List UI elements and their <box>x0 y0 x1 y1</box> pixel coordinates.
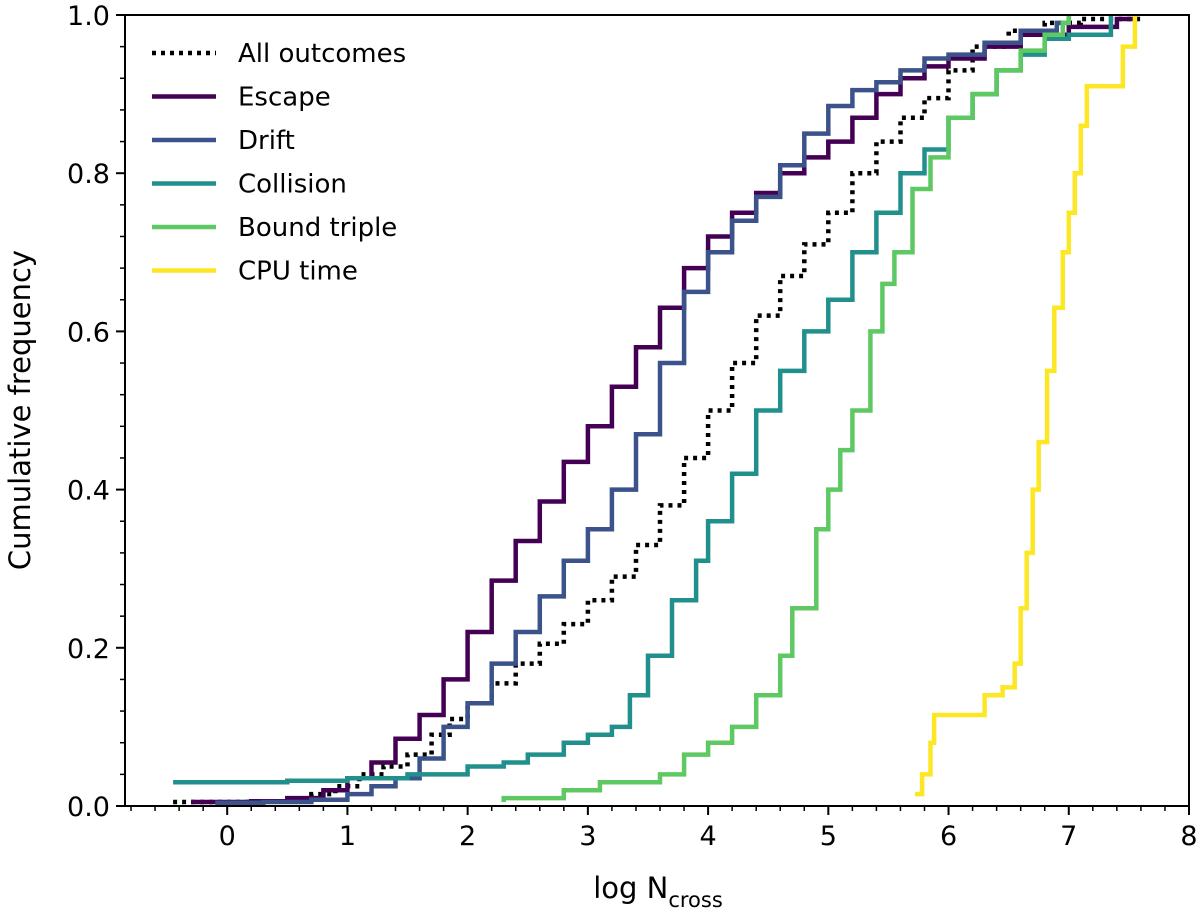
series-line-all-outcomes <box>173 15 1144 805</box>
series-line-bound-triple <box>501 15 1072 802</box>
y-tick-label: 1.0 <box>67 1 110 32</box>
x-axis-label-main: log N <box>593 871 668 905</box>
y-tick-label: 0.8 <box>67 159 110 190</box>
legend-label: Collision <box>238 170 347 200</box>
x-tick-label: 4 <box>700 821 717 852</box>
legend-label: CPU time <box>238 257 358 287</box>
x-tick-label: 8 <box>1180 821 1197 852</box>
series-line-escape <box>191 15 1138 805</box>
legend-label: Escape <box>238 83 331 113</box>
plot-frame <box>124 14 1190 807</box>
series-line-drift <box>215 15 1072 806</box>
x-axis-label: log Ncross <box>593 871 723 912</box>
x-axis-label-subscript: cross <box>668 888 722 912</box>
legend-label: Bound triple <box>238 213 397 243</box>
x-tick-label: 0 <box>219 821 236 852</box>
legend: All outcomes Escape Drift Collision Bound tr… <box>152 39 406 287</box>
x-tick-label: 5 <box>820 821 837 852</box>
y-tick-label: 0.0 <box>67 792 110 823</box>
legend-label: Drift <box>238 126 295 156</box>
x-tick-label: 1 <box>339 821 356 852</box>
x-tick-label: 2 <box>459 821 476 852</box>
legend-label: All outcomes <box>238 39 406 69</box>
tick-layer: 0 1 2 3 4 5 6 7 8 0.0 0.2 0.4 0.6 0.8 1.0 <box>67 1 1198 852</box>
y-tick-label: 0.2 <box>67 634 110 665</box>
series-layer <box>173 15 1144 806</box>
y-tick-label: 0.6 <box>67 317 110 348</box>
x-tick-label: 6 <box>940 821 957 852</box>
series-line-collision <box>173 15 1114 785</box>
series-line-cpu-time <box>914 15 1138 797</box>
y-axis-label: Cumulative frequency <box>3 250 37 570</box>
y-tick-label: 0.4 <box>67 476 110 507</box>
x-tick-label: 7 <box>1060 821 1077 852</box>
x-tick-label: 3 <box>579 821 596 852</box>
